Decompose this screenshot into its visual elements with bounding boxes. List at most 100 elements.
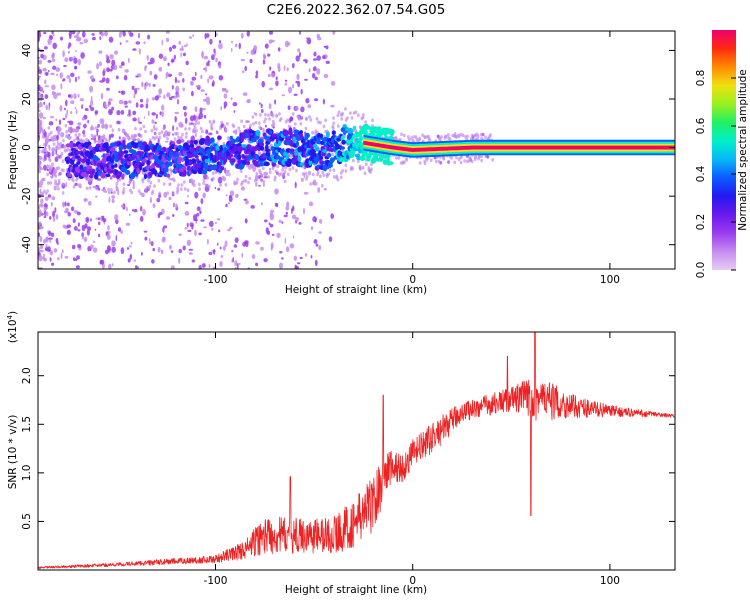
spectrogram-speckle: [87, 200, 92, 206]
spectrogram-ridge-cell: [245, 160, 251, 166]
spectrogram-speckle: [303, 191, 309, 195]
spectrogram-speckle: [167, 62, 170, 67]
spectrogram-speckle: [195, 71, 197, 77]
spectrogram-haze: [215, 130, 219, 134]
spectrogram-speckle: [38, 69, 42, 75]
spectrogram-speckle: [111, 198, 115, 204]
spectrogram-speckle: [218, 42, 223, 50]
spectrogram-speckle: [158, 66, 163, 72]
spectrogram-haze: [264, 112, 267, 117]
spectrogram-speckle: [59, 105, 63, 112]
spectrogram-speckle: [263, 176, 268, 179]
spectrogram-haze: [239, 169, 243, 173]
spectrogram-haze: [62, 138, 65, 143]
spectrogram-speckle: [111, 240, 116, 247]
spectrogram-speckle: [81, 117, 85, 121]
spectrogram-speckle: [193, 219, 199, 222]
snr-y-tick-label: 2.0: [21, 367, 33, 384]
spectrogram-speckle: [304, 78, 308, 81]
spectrogram-speckle: [203, 55, 209, 60]
spectrogram-haze: [260, 178, 263, 182]
spectrogram-ridge-cell: [335, 143, 341, 150]
spectrogram-speckle: [51, 58, 56, 62]
spectrogram-haze: [46, 138, 50, 143]
spectrogram-speckle: [275, 76, 278, 80]
spectrogram-speckle: [182, 78, 185, 83]
spectrogram-speckle: [299, 256, 303, 260]
spectrogram-ridge-cell: [185, 144, 191, 152]
spectrogram-haze: [358, 164, 362, 169]
spectrogram-haze: [126, 135, 130, 139]
spectrogram-ridge-cell: [105, 173, 111, 178]
spectrogram-speckle: [289, 243, 295, 249]
spectrogram-speckle: [51, 52, 55, 60]
spectrogram-haze: [62, 182, 65, 187]
spectrogram-speckle: [306, 37, 312, 45]
spectrogram-ridge-cell: [351, 134, 356, 140]
spectrogram-speckle: [157, 137, 160, 144]
spectrogram-speckle: [52, 33, 55, 37]
spectrogram-haze: [224, 127, 228, 132]
spectrogram-haze: [341, 111, 344, 116]
spectrogram-ridge-cell: [204, 158, 209, 164]
spectrogram-speckle: [50, 202, 53, 207]
spectrogram-haze: [202, 178, 206, 182]
spectrogram-speckle: [42, 67, 47, 72]
spectrogram-speckle: [43, 31, 47, 35]
spectrogram-speckle: [263, 258, 268, 263]
spectrogram-speckle: [46, 168, 50, 171]
spectrogram-speckle: [142, 209, 146, 216]
spectrogram-speckle: [286, 67, 289, 72]
spectrogram-speckle: [140, 205, 143, 212]
spectrogram-speckle: [117, 189, 120, 196]
spectrogram-speckle: [234, 260, 238, 267]
spectrogram-speckle: [38, 205, 41, 210]
spectrogram-speckle: [287, 105, 291, 110]
spectrogram-haze: [252, 122, 255, 126]
spectrogram-haze: [39, 125, 43, 129]
spectrogram-speckle: [107, 245, 111, 252]
spectrogram-haze: [177, 135, 180, 140]
spectrogram-speckle: [40, 53, 44, 59]
spectrogram-speckle: [133, 209, 138, 213]
colorbar-gradient: [712, 30, 736, 270]
spectrogram-ridge-cell: [71, 155, 76, 161]
spectrogram-ridge-cell: [114, 163, 118, 168]
spectrogram-haze: [447, 160, 450, 164]
spectrogram-speckle: [208, 263, 211, 268]
spectrogram-speckle: [152, 84, 156, 87]
spectrogram-speckle: [276, 232, 281, 239]
spectrogram-speckle: [163, 94, 166, 100]
spectrogram-speckle: [73, 55, 76, 58]
spectrogram-speckle: [305, 98, 310, 104]
spectrogram-haze: [93, 140, 97, 144]
spectrogram-speckle: [310, 226, 314, 231]
spectrogram-ridge-cell: [371, 132, 375, 137]
spectrogram-ridge-cell: [193, 139, 198, 145]
spectrogram-haze: [309, 118, 313, 122]
spectrogram-speckle: [216, 218, 221, 221]
spectrogram-speckle: [59, 72, 63, 79]
spectrogram-haze: [182, 180, 186, 184]
spectrogram-speckle: [73, 226, 78, 231]
spectrogram-speckle: [147, 34, 151, 40]
spectrogram-speckle: [303, 207, 305, 215]
spectrogram-ridge-cell: [290, 148, 295, 153]
spectrogram-haze: [162, 133, 166, 137]
spectrogram-ridge-cell: [382, 159, 388, 165]
spectrogram-speckle: [322, 98, 325, 105]
spectrogram-ridge-cell: [367, 152, 372, 160]
spectrogram-speckle: [108, 134, 111, 141]
spectrogram-speckle: [103, 190, 108, 193]
spectrogram-speckle: [132, 117, 137, 122]
spectrogram-speckle: [291, 214, 297, 220]
spectrogram-haze: [117, 127, 121, 132]
spectrogram-haze: [157, 178, 161, 183]
spectrogram-speckle: [98, 61, 102, 67]
spectrogram-speckle: [242, 92, 248, 96]
spectrogram-haze: [335, 174, 339, 179]
spectrogram-speckle: [50, 72, 55, 76]
spectrogram-ridge-cell: [123, 150, 129, 154]
spectrogram-haze: [71, 175, 75, 179]
spectrogram-speckle: [64, 57, 69, 62]
